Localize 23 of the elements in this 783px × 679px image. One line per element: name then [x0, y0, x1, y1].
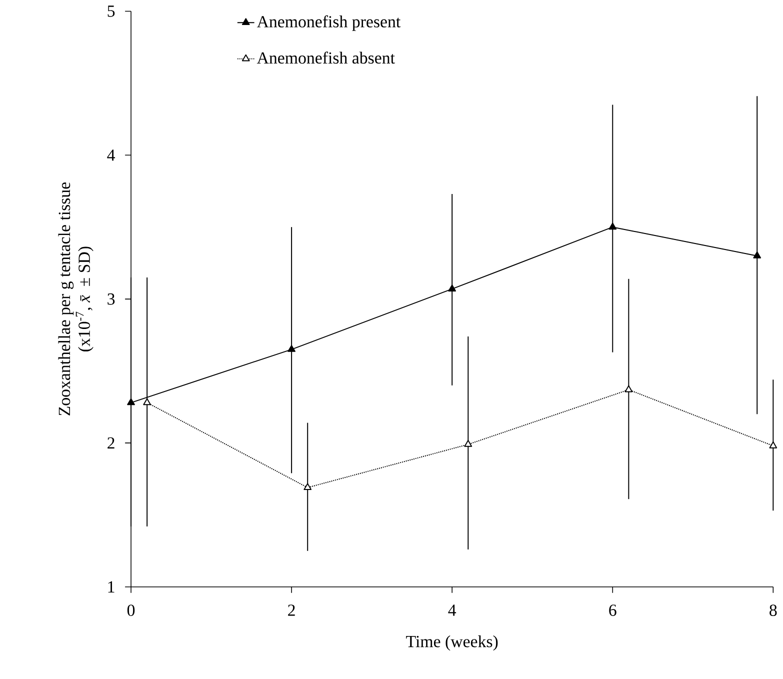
- point: [753, 251, 762, 258]
- x-tick-label: 2: [288, 604, 295, 616]
- y-tick-label: 5: [108, 6, 115, 17]
- point: [464, 440, 472, 447]
- y-tick-label: 2: [108, 437, 114, 448]
- y-tick-label: 3: [108, 293, 115, 305]
- point: [143, 398, 151, 406]
- x-axis-title: Time (weeks): [406, 635, 498, 651]
- point: [127, 398, 135, 406]
- y-tick-label: 1: [108, 581, 114, 592]
- point: [624, 385, 633, 392]
- legend-label: Anemonefish absent: [256, 52, 395, 64]
- y-tick-label: 4: [107, 150, 115, 161]
- legend-label: Anemonefish present: [256, 15, 401, 31]
- x-tick-label: 4: [448, 604, 456, 616]
- x-tick-label: 6: [609, 604, 616, 616]
- point: [608, 222, 617, 230]
- point: [288, 344, 296, 352]
- x-tick-label: 8: [770, 604, 777, 616]
- x-tick-label: 0: [127, 604, 135, 616]
- point: [448, 284, 456, 292]
- point: [769, 441, 778, 448]
- point: [304, 483, 312, 490]
